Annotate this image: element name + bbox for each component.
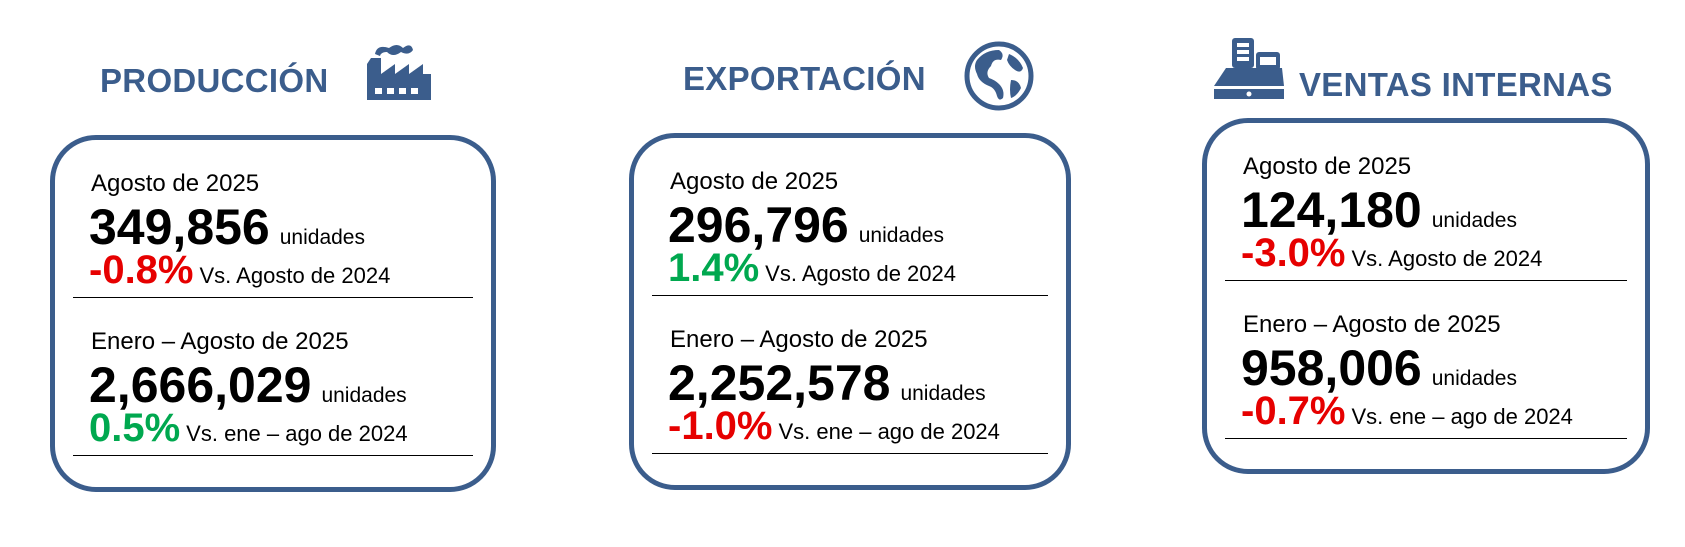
period-label: Enero – Agosto de 2025 [670,326,928,353]
change-percent: 1.4% [668,246,760,290]
period-label: Enero – Agosto de 2025 [91,328,349,355]
change-percent: 0.5% [89,406,181,450]
divider [652,295,1048,296]
divider [1225,438,1627,439]
units-label: unidades [858,224,944,247]
units-label: unidades [1431,367,1517,390]
factory-icon [367,45,431,100]
panel-title-ventas-internas: VENTAS INTERNAS [1299,66,1613,103]
panel-title-exportacion: EXPORTACIÓN [683,60,926,97]
units-label: unidades [900,382,986,405]
units-value: 349,856 [89,199,270,255]
change-percent: -3.0% [1241,231,1346,275]
card-exportacion: Agosto de 2025 296,796 unidades 1.4% Vs. A… [629,133,1071,490]
comparison-label: Vs. Agosto de 2024 [765,261,956,286]
units-label: unidades [279,226,365,249]
panel-title-produccion: PRODUCCIÓN [100,62,329,99]
change-percent: -0.8% [89,248,194,292]
divider [1225,280,1627,281]
comparison-label: Vs. Agosto de 2024 [1351,246,1543,271]
period-label: Agosto de 2025 [1243,153,1412,180]
period-label: Enero – Agosto de 2025 [1243,311,1501,338]
units-label: unidades [1431,209,1517,232]
cash-register-icon [1214,38,1284,99]
period-label: Agosto de 2025 [91,170,260,197]
divider [652,453,1048,454]
card-ventas-internas: Agosto de 2025 124,180 unidades -3.0% Vs. … [1202,118,1650,474]
comparison-label: Vs. ene – ago de 2024 [186,421,408,446]
globe-icon [964,41,1034,111]
divider [73,455,473,456]
change-percent: -1.0% [668,404,773,448]
divider [73,297,473,298]
period-label: Agosto de 2025 [670,168,839,195]
units-value: 958,006 [1241,340,1422,396]
units-value: 124,180 [1241,182,1422,238]
comparison-label: Vs. ene – ago de 2024 [778,419,1000,444]
units-value: 2,252,578 [668,355,891,411]
card-produccion: Agosto de 2025 349,856 unidades -0.8% Vs. … [50,135,496,492]
change-percent: -0.7% [1241,389,1346,433]
units-label: unidades [321,384,407,407]
units-value: 2,666,029 [89,357,312,413]
units-value: 296,796 [668,197,849,253]
comparison-label: Vs. ene – ago de 2024 [1351,404,1573,429]
comparison-label: Vs. Agosto de 2024 [199,263,391,288]
